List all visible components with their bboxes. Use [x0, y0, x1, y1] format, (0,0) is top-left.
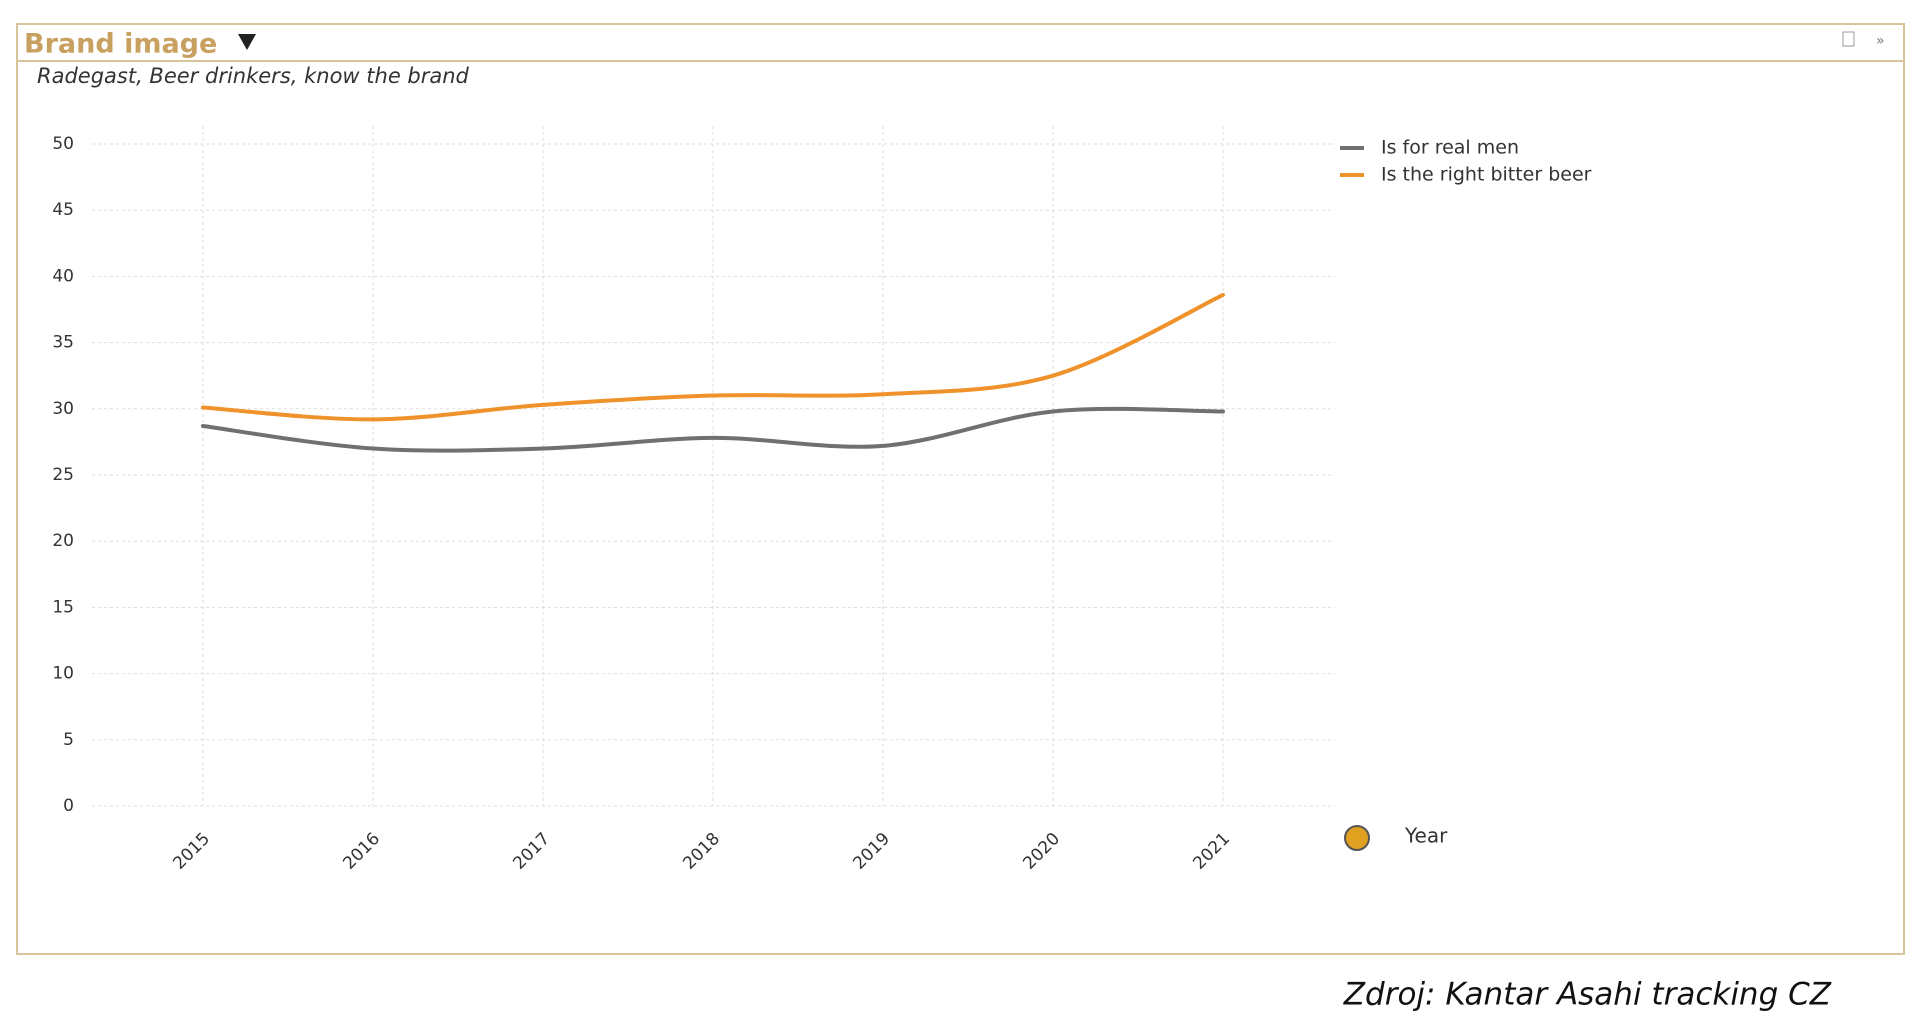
source-note: Zdroj: Kantar Asahi tracking CZ: [1343, 977, 1832, 1013]
y-tick-label: 20: [52, 531, 74, 551]
panel: [16, 23, 1905, 955]
y-tick-label: 5: [63, 730, 74, 750]
y-tick-label: 30: [52, 399, 74, 419]
series-line: [201, 292, 1225, 422]
expand-icon[interactable]: »: [1876, 33, 1885, 49]
x-axis-label: Year: [1404, 824, 1448, 848]
y-tick-label: 25: [52, 465, 74, 485]
dropdown-arrow[interactable]: [238, 34, 256, 50]
series-line: [201, 406, 1225, 453]
y-tick-label: 0: [63, 796, 74, 816]
legend-label: Is the right bitter beer: [1381, 164, 1592, 186]
export-icon[interactable]: [1842, 31, 1855, 47]
y-tick-label: 35: [52, 333, 74, 353]
y-tick-label: 45: [52, 200, 74, 220]
y-tick-label: 40: [52, 266, 74, 286]
refresh-icon[interactable]: [1344, 825, 1370, 851]
y-tick-label: 10: [52, 664, 74, 684]
chart-subtitle: Radegast, Beer drinkers, know the brand: [37, 64, 470, 88]
y-tick-label: 15: [52, 597, 74, 617]
y-tick-label: 50: [52, 134, 74, 154]
chart-title: Brand image: [24, 29, 217, 60]
legend-label: Is for real men: [1381, 137, 1519, 159]
